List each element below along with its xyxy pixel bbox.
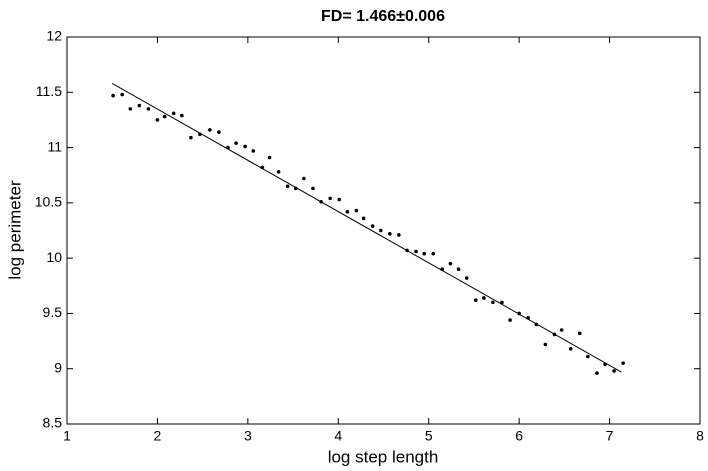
data-point [456,267,461,272]
data-point [337,197,341,202]
data-point [464,276,469,280]
data-point [354,208,359,213]
data-point [361,216,366,221]
data-point [146,107,151,111]
data-point [208,128,212,132]
data-point [370,224,375,228]
data-point [251,149,256,153]
x-axis-label: log step length [328,447,439,466]
data-point [155,118,160,122]
data-point [243,144,247,149]
data-point [180,113,184,118]
data-point [285,184,290,189]
data-point [217,130,221,134]
data-point [577,331,582,336]
fit-line [111,83,622,373]
data-point [378,228,383,233]
y-tick-label: 10.5 [35,194,62,210]
x-tick-label: 6 [515,428,523,444]
y-tick-label: 8.5 [43,415,63,431]
data-point [189,135,193,140]
data-point [311,186,315,191]
data-point [568,347,573,351]
data-point [482,296,486,300]
y-tick-label: 9.5 [43,304,63,320]
data-point [431,251,436,256]
data-point [234,141,238,145]
y-tick-label: 9 [54,359,62,375]
data-point [422,251,426,256]
data-point [414,249,418,254]
data-point [491,300,495,305]
x-tick-label: 7 [606,428,614,444]
plot-frame [66,36,701,425]
y-tick-label: 10 [46,249,62,265]
data-point [128,107,133,111]
data-point [508,318,512,322]
data-point [137,103,142,108]
data-point [543,342,548,347]
data-point [473,298,478,302]
data-point [595,371,599,375]
y-tick-label: 12 [46,28,62,44]
data-point [162,114,167,119]
data-point [328,196,332,201]
data-point [111,93,115,98]
y-tick-label: 11 [47,138,62,154]
data-point [267,155,272,160]
x-tick-label: 3 [244,428,252,444]
y-tick-label: 11.5 [36,83,62,99]
data-point [397,233,401,237]
x-tick-label: 4 [334,428,342,444]
data-point [559,328,564,332]
data-point [171,111,176,116]
data-point [388,232,392,236]
x-tick-label: 8 [696,428,704,444]
y-axis-label: log perimeter [5,180,24,280]
data-point [586,354,590,359]
data-point [302,176,306,181]
data-point [345,209,350,214]
data-point [500,300,504,305]
chart-title: FD= 1.466±0.006 [321,8,445,25]
data-point [276,170,281,174]
data-point [621,361,625,365]
data-point [448,261,453,266]
x-tick-label: 1 [63,428,71,444]
data-point [120,92,124,97]
x-tick-label: 5 [425,428,433,444]
x-tick-label: 2 [154,428,162,444]
data-point [612,369,616,373]
